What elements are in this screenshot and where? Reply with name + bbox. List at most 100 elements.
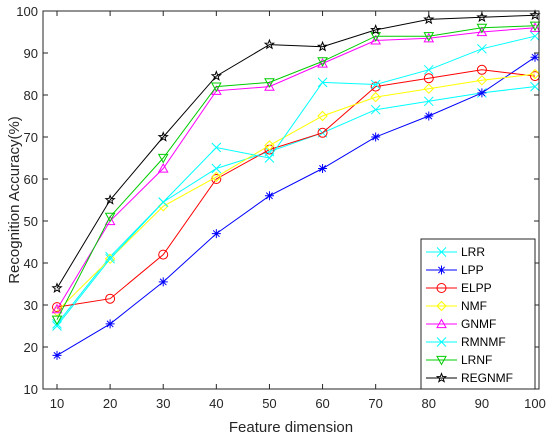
data-point-lpp xyxy=(52,350,62,360)
legend-marker-regnmf xyxy=(435,372,448,383)
data-point-gnmf xyxy=(51,303,63,314)
data-point-rmnmf xyxy=(317,77,328,88)
legend-label-nmf: NMF xyxy=(461,299,487,313)
data-point-nmf xyxy=(211,171,222,183)
data-point-lrnf xyxy=(264,78,275,88)
legend-marker-lrnf xyxy=(436,355,447,366)
data-point-lpp xyxy=(371,132,381,142)
series-line-rmnmf xyxy=(56,35,536,327)
data-point-lrnf xyxy=(317,57,328,67)
legend-label-lrr: LRR xyxy=(461,245,485,259)
data-point-regnmf xyxy=(476,11,488,23)
data-point-lpp xyxy=(530,52,540,62)
data-point-gnmf xyxy=(317,57,328,68)
data-point-rmnmf xyxy=(477,43,487,54)
series-rmnmf xyxy=(52,31,540,331)
data-point-regnmf xyxy=(263,38,276,50)
data-point-lrnf xyxy=(104,212,116,223)
data-point-lpp xyxy=(424,111,434,121)
data-point-elpp xyxy=(423,73,434,84)
series-elpp xyxy=(52,64,540,313)
data-point-rmnmf xyxy=(105,253,115,264)
y-tick-label: 30 xyxy=(24,298,38,313)
y-tick-label: 40 xyxy=(24,256,38,271)
legend-item-rmnmf: RMNMF xyxy=(426,335,506,349)
data-point-rmnmf xyxy=(211,142,222,153)
series-line-regnmf xyxy=(56,14,536,289)
data-point-elpp xyxy=(370,81,381,92)
data-point-lrnf xyxy=(423,32,435,42)
data-point-gnmf xyxy=(423,32,435,43)
legend-label-regnmf: REGNMF xyxy=(461,371,513,385)
x-tick-label: 20 xyxy=(103,396,117,411)
y-tick-label: 60 xyxy=(24,172,38,187)
x-tick-label: 90 xyxy=(475,396,489,411)
data-point-nmf xyxy=(104,253,116,265)
legend-marker-elpp xyxy=(436,283,447,293)
data-point-rmnmf xyxy=(370,79,381,90)
x-tick-label: 40 xyxy=(209,396,223,411)
ticks-layer: 10 20 30 40 50 60 70 80 90 100 10 20 30 40 50 60 70 80 90 1… xyxy=(16,4,546,411)
x-tick-label: 60 xyxy=(315,396,329,411)
legend-item-elpp: ELPP xyxy=(426,281,492,295)
legend-item-regnmf: REGNMF xyxy=(426,371,513,385)
plot-frame xyxy=(42,10,540,390)
data-point-lrnf xyxy=(157,153,169,164)
legend-label-elpp: ELPP xyxy=(461,281,492,295)
data-point-gnmf xyxy=(157,162,169,173)
legend-box xyxy=(420,238,536,390)
data-point-regnmf xyxy=(104,194,116,205)
y-tick-label: 20 xyxy=(24,340,38,355)
data-point-lrr xyxy=(423,96,434,107)
x-axis-title: Feature dimension xyxy=(229,419,353,436)
data-point-regnmf xyxy=(210,70,222,81)
data-point-rmnmf xyxy=(52,321,62,331)
data-point-nmf xyxy=(317,110,328,122)
y-tick-label: 100 xyxy=(16,4,38,19)
data-point-lrr xyxy=(370,104,381,115)
data-point-gnmf xyxy=(370,34,382,45)
data-point-elpp xyxy=(317,127,328,138)
data-point-lrr xyxy=(211,163,222,174)
series-line-nmf xyxy=(56,73,536,312)
y-tick-label: 50 xyxy=(24,214,38,229)
legend-marker-lpp xyxy=(437,265,446,275)
data-point-regnmf xyxy=(316,40,329,52)
legend-item-lpp: LPP xyxy=(426,263,484,277)
data-point-nmf xyxy=(476,75,488,86)
data-point-rmnmf xyxy=(158,197,169,207)
data-point-lpp xyxy=(264,191,274,201)
legend-item-lrnf: LRNF xyxy=(426,353,492,367)
series-regnmf xyxy=(51,9,541,293)
series-layer xyxy=(51,9,541,360)
legend-marker-lrr xyxy=(436,247,447,257)
y-tick-label: 10 xyxy=(24,382,38,397)
data-point-rmnmf xyxy=(423,64,434,75)
legend-label-lrnf: LRNF xyxy=(461,353,492,367)
legend-marker-rmnmf xyxy=(436,337,447,347)
data-point-gnmf xyxy=(476,26,488,37)
data-point-lpp xyxy=(477,88,487,98)
legend-item-nmf: NMF xyxy=(426,299,487,313)
x-tick-label: 10 xyxy=(50,396,64,411)
legend-marker-gnmf xyxy=(436,318,447,329)
data-point-regnmf xyxy=(423,13,435,25)
data-point-rmnmf xyxy=(530,31,540,42)
y-tick-label: 90 xyxy=(24,46,38,61)
data-point-regnmf xyxy=(51,282,63,293)
data-point-gnmf xyxy=(264,81,275,91)
data-point-nmf xyxy=(370,91,381,103)
x-tick-label: 50 xyxy=(262,396,276,411)
data-point-lrnf xyxy=(51,315,63,326)
data-point-nmf xyxy=(529,68,541,80)
legend-item-gnmf: GNMF xyxy=(426,317,496,331)
data-point-regnmf xyxy=(529,9,541,20)
series-nmf xyxy=(51,68,541,317)
series-line-gnmf xyxy=(56,27,536,310)
series-lrnf xyxy=(51,21,541,326)
series-gnmf xyxy=(51,22,541,314)
data-point-elpp xyxy=(158,249,169,260)
data-point-lpp xyxy=(211,229,221,239)
series-line-lrr xyxy=(56,86,536,325)
x-tick-label: 80 xyxy=(422,396,436,411)
